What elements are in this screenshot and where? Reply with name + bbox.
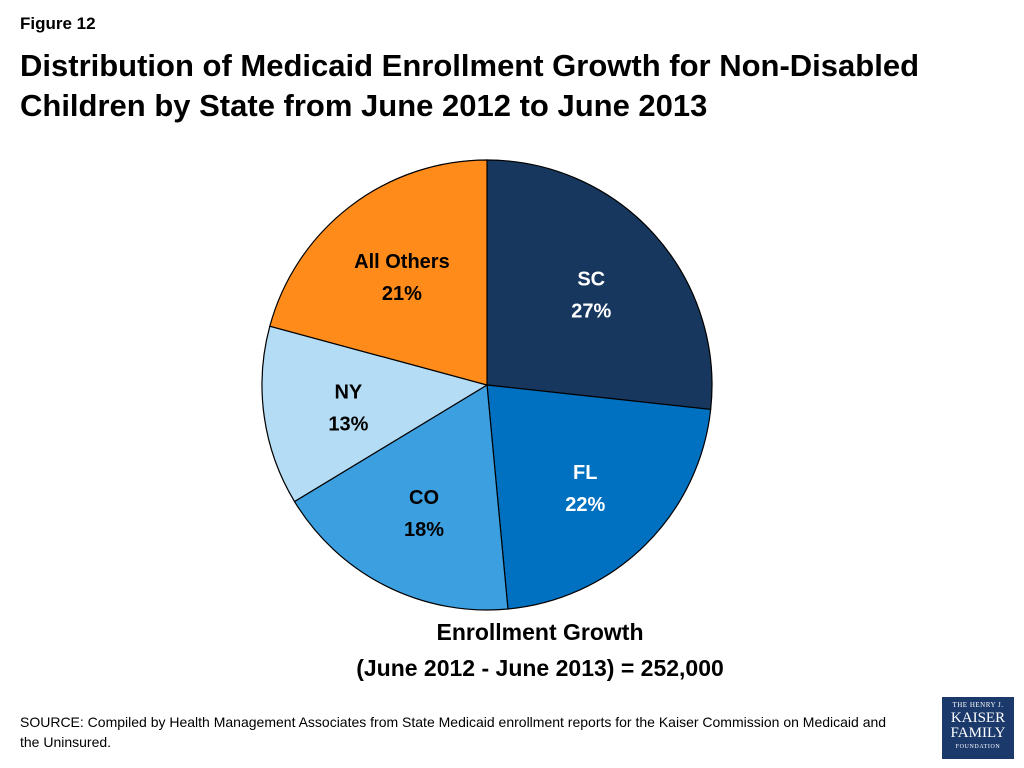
kaiser-family-foundation-logo: THE HENRY J. KAISER FAMILY FOUNDATION (942, 697, 1014, 759)
enrollment-growth-total: Enrollment Growth (June 2012 - June 2013… (340, 614, 740, 686)
source-note: SOURCE: Compiled by Health Management As… (20, 712, 900, 752)
logo-line-2: KAISER (942, 711, 1014, 726)
logo-line-3: FAMILY (942, 726, 1014, 741)
footnote-line-2: (June 2012 - June 2013) = 252,000 (340, 650, 740, 686)
logo-line-4: FOUNDATION (942, 744, 1014, 750)
footnote-line-1: Enrollment Growth (340, 614, 740, 650)
logo-line-1: THE HENRY J. (942, 701, 1014, 709)
